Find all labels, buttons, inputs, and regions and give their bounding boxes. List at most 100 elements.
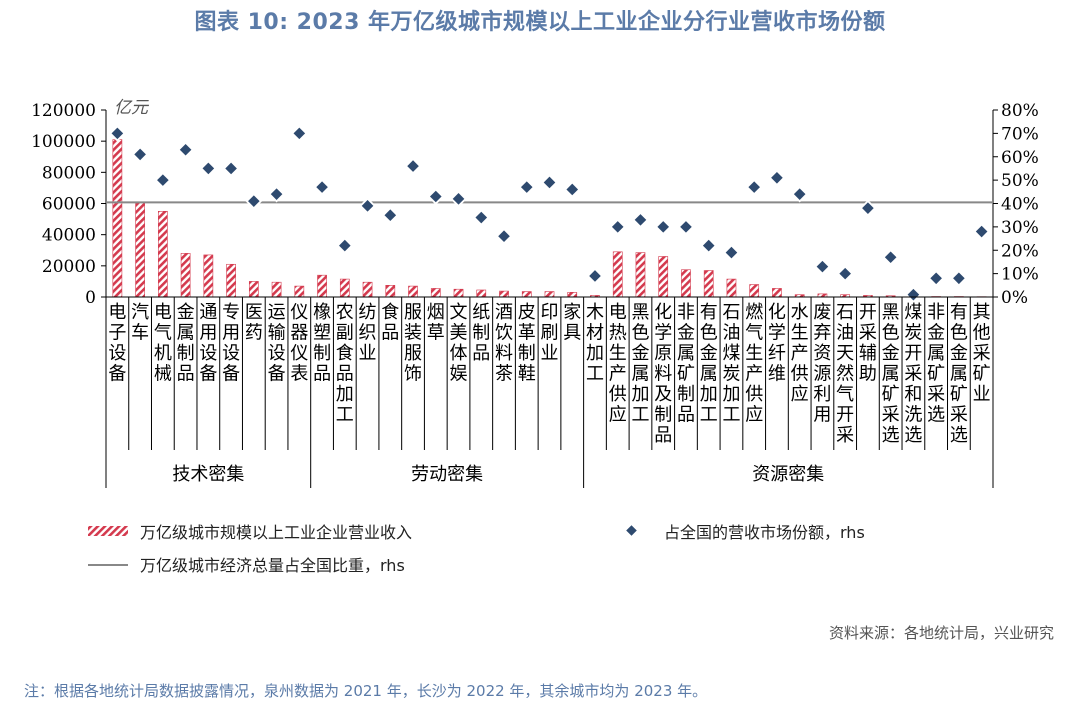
category-label: 有色金属矿采选: [950, 302, 968, 446]
source-note: 资料来源：各地统计局，兴业研究: [828, 624, 1054, 642]
share-marker: [950, 269, 968, 287]
bar: [612, 251, 623, 298]
left-tick-label: 60000: [42, 195, 96, 215]
share-marker: [882, 248, 899, 266]
share-marker: [427, 188, 445, 205]
footnote: 注：根据各地统计局数据披露情况，泉州数据为 2021 年，长沙为 2022 年，…: [24, 682, 708, 700]
bar: [180, 253, 191, 298]
left-tick-label: 0: [85, 288, 96, 308]
left-tick-label: 100000: [31, 132, 96, 152]
right-tick-label: 60%: [1001, 148, 1039, 168]
category-label: 医药: [245, 302, 263, 344]
share-marker: [450, 190, 467, 208]
left-tick-label: 80000: [42, 163, 96, 183]
category-label: 开采辅助: [859, 302, 877, 385]
share-marker: [381, 206, 399, 224]
right-tick-label: 50%: [1001, 171, 1039, 191]
category-label: 化学原料及制品: [654, 302, 672, 446]
category-label: 汽车: [131, 302, 149, 344]
group-label: 技术密集: [172, 464, 244, 485]
bar: [385, 285, 396, 298]
category-label: 电子设备: [108, 302, 126, 385]
group-label: 资源密集: [752, 464, 824, 485]
share-marker: [109, 125, 126, 142]
category-label: 非金属矿制品: [677, 302, 695, 426]
category-label: 石油天然气开采: [836, 302, 854, 446]
share-marker: [518, 178, 536, 196]
right-tick-label: 80%: [1001, 101, 1039, 121]
category-label: 农副食品加工: [336, 302, 354, 426]
share-marker: [677, 218, 695, 236]
chart-title: 图表 10: 2023 年万亿级城市规模以上工业企业分行业营收市场份额: [194, 10, 886, 35]
category-label: 专用设备: [222, 302, 240, 385]
right-tick-label: 30%: [1001, 218, 1039, 238]
bar: [749, 284, 760, 298]
bar: [362, 281, 373, 298]
legend: 万亿级城市规模以上工业企业营业收入 万亿级城市经济总量占全国比重，rhs 占全国…: [88, 523, 865, 575]
bar: [703, 270, 714, 298]
share-marker: [654, 218, 672, 236]
category-label: 废弃资源利用: [813, 302, 831, 426]
category-label: 石油煤炭加工: [722, 302, 740, 426]
left-tick-label: 40000: [42, 226, 96, 246]
category-label: 有色金属加工: [700, 302, 718, 426]
category-label: 金属制品: [177, 302, 195, 385]
category-label: 酒饮料茶: [495, 302, 513, 385]
share-marker: [154, 171, 172, 189]
share-marker: [131, 146, 149, 163]
category-label: 电热生产供应: [609, 302, 627, 426]
bar: [248, 281, 259, 298]
y-unit-label: 亿元: [114, 98, 150, 118]
bar: [772, 288, 782, 298]
share-marker: [495, 227, 513, 245]
group-label: 劳动密集: [411, 464, 483, 485]
share-marker: [541, 174, 558, 191]
share-marker: [814, 258, 831, 275]
bar: [294, 285, 305, 298]
left-tick-label: 20000: [42, 257, 96, 277]
bar: [499, 290, 509, 298]
right-tick-label: 40%: [1001, 195, 1039, 215]
category-label: 服装服饰: [404, 302, 422, 385]
bar: [158, 210, 168, 298]
category-label: 燃气生产供应: [745, 302, 763, 426]
share-marker: [359, 197, 376, 215]
legend-marker-swatch: [624, 523, 639, 538]
share-marker: [723, 244, 740, 261]
category-label: 文美体娱: [450, 302, 468, 385]
share-marker: [700, 237, 718, 254]
category-label: 家具: [563, 302, 581, 344]
bar: [635, 252, 646, 298]
category-label: 煤炭开采和洗选: [904, 302, 922, 446]
share-marker: [609, 218, 627, 236]
share-marker: [905, 286, 922, 304]
share-marker: [973, 223, 990, 240]
share-marker: [472, 209, 490, 226]
legend-line-label: 万亿级城市经济总量占全国比重，rhs: [140, 556, 405, 575]
share-marker: [836, 265, 854, 282]
bar: [430, 288, 441, 298]
category-label: 仪器仪表: [290, 302, 308, 385]
legend-bar-label: 万亿级城市规模以上工业企业营业收入: [140, 523, 412, 542]
category-label: 纺织业: [359, 302, 377, 364]
bar: [226, 263, 236, 298]
share-marker: [404, 157, 422, 175]
bar: [339, 278, 350, 298]
share-marker: [632, 211, 649, 229]
share-marker: [563, 181, 581, 198]
bar: [567, 292, 578, 298]
bar: [408, 285, 418, 298]
bar: [726, 278, 737, 298]
right-tick-label: 70%: [1001, 124, 1039, 144]
category-label: 烟草: [427, 302, 445, 344]
share-marker: [859, 199, 877, 217]
bar: [521, 291, 532, 298]
category-label: 非金属矿采选: [927, 302, 945, 426]
category-label: 运输设备: [268, 302, 286, 385]
share-marker: [313, 178, 331, 196]
share-marker: [768, 169, 786, 187]
left-tick-label: 120000: [31, 101, 96, 121]
bar: [317, 274, 327, 298]
category-label: 食品: [381, 302, 399, 344]
